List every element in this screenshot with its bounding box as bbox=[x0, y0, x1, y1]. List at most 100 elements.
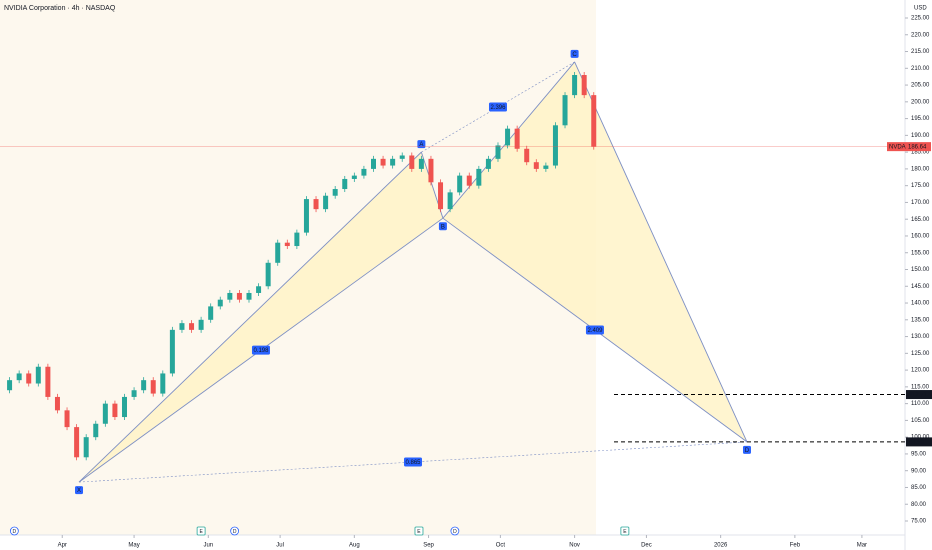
pattern-point bbox=[570, 49, 579, 58]
candle bbox=[26, 373, 32, 384]
candle bbox=[581, 75, 587, 96]
pattern-point bbox=[438, 222, 447, 231]
candle bbox=[64, 410, 70, 428]
ratio-label: 2.396 bbox=[490, 105, 506, 111]
candle bbox=[514, 128, 520, 149]
x-tick-label: Sep bbox=[423, 543, 434, 549]
event-label: D bbox=[453, 529, 457, 535]
level-label: 98.59 bbox=[909, 440, 925, 446]
ratio-label: 0.865 bbox=[405, 460, 421, 466]
candle bbox=[45, 366, 51, 397]
event-label: E bbox=[417, 529, 421, 535]
y-tick-label: 210.00 bbox=[911, 66, 930, 72]
y-tick-label: 85.00 bbox=[911, 485, 927, 491]
y-tick-label: 115.00 bbox=[911, 384, 930, 390]
candle bbox=[572, 75, 578, 96]
candle bbox=[179, 323, 185, 330]
candle bbox=[370, 158, 376, 169]
candle bbox=[361, 168, 367, 176]
y-tick-label: 195.00 bbox=[911, 116, 930, 122]
y-tick-label: 75.00 bbox=[911, 519, 927, 525]
event-marker bbox=[230, 526, 240, 536]
x-tick-label: Nov bbox=[569, 543, 580, 549]
last-price-label: 186.64 bbox=[908, 145, 927, 151]
pattern-line bbox=[78, 441, 748, 483]
candle bbox=[457, 175, 463, 193]
y-tick-label: 150.00 bbox=[911, 267, 930, 273]
y-tick-label: 120.00 bbox=[911, 368, 930, 374]
y-tick-label: 220.00 bbox=[911, 32, 930, 38]
candle bbox=[485, 158, 491, 169]
candle bbox=[102, 403, 108, 424]
candle bbox=[35, 366, 41, 384]
candle bbox=[552, 125, 558, 166]
candle bbox=[246, 292, 252, 300]
candle bbox=[399, 155, 405, 159]
y-tick-label: 175.00 bbox=[911, 183, 930, 189]
y-tick-label: 105.00 bbox=[911, 418, 930, 424]
x-tick-label: Jul bbox=[276, 543, 284, 549]
event-marker bbox=[196, 526, 206, 536]
candle bbox=[428, 158, 434, 183]
candle bbox=[275, 242, 281, 263]
level-label: 112.71 bbox=[909, 393, 928, 399]
candle bbox=[93, 423, 99, 438]
candle bbox=[217, 299, 223, 307]
y-tick-label: 170.00 bbox=[911, 200, 930, 206]
x-tick-label: Feb bbox=[790, 543, 801, 549]
session-shading bbox=[0, 0, 596, 535]
pattern-fill bbox=[79, 152, 443, 483]
candle bbox=[227, 292, 233, 300]
pattern-point-label: B bbox=[441, 224, 445, 230]
pattern-fill bbox=[442, 61, 747, 442]
candle bbox=[256, 286, 262, 293]
candle bbox=[342, 178, 348, 190]
x-tick-label: Mar bbox=[857, 543, 867, 549]
candle bbox=[476, 168, 482, 186]
y-tick-label: 205.00 bbox=[911, 83, 930, 89]
pattern-line bbox=[574, 61, 748, 443]
ratio-label: 2.409 bbox=[587, 328, 603, 334]
y-tick-label: 215.00 bbox=[911, 49, 930, 55]
ratio-box bbox=[251, 345, 270, 355]
x-tick-label: Jun bbox=[203, 543, 213, 549]
pattern-point-label: C bbox=[572, 52, 577, 58]
pattern-point bbox=[742, 445, 751, 454]
x-tick-label: Dec bbox=[641, 543, 652, 549]
candle bbox=[495, 145, 501, 159]
y-tick-label: 200.00 bbox=[911, 99, 930, 105]
candle bbox=[505, 128, 511, 146]
x-tick-label: May bbox=[128, 543, 139, 549]
candle bbox=[16, 373, 22, 381]
candle bbox=[131, 390, 137, 397]
candle bbox=[562, 95, 568, 126]
y-tick-label: 90.00 bbox=[911, 468, 927, 474]
x-tick-label: Oct bbox=[496, 543, 506, 549]
candle bbox=[438, 182, 444, 210]
candle bbox=[409, 155, 415, 169]
candle bbox=[236, 292, 242, 300]
candle bbox=[208, 306, 214, 320]
candle bbox=[294, 232, 300, 247]
y-tick-label: 160.00 bbox=[911, 234, 930, 240]
level-tag bbox=[906, 390, 932, 400]
candle bbox=[265, 262, 271, 287]
y-tick-label: 185.00 bbox=[911, 150, 930, 156]
ratio-box bbox=[488, 102, 507, 112]
symbol-label: NVDA bbox=[889, 145, 906, 151]
pattern-point bbox=[75, 486, 84, 495]
candle bbox=[591, 95, 597, 147]
ratio-box bbox=[403, 457, 422, 467]
ratio-label: 0.198 bbox=[253, 348, 269, 354]
candle bbox=[284, 242, 290, 247]
symbol-tag bbox=[887, 142, 931, 152]
y-tick-label: 180.00 bbox=[911, 166, 930, 172]
pattern-point-label: D bbox=[745, 448, 750, 454]
y-tick-label: 165.00 bbox=[911, 217, 930, 223]
currency-label: USD bbox=[914, 6, 927, 12]
pattern-point-label: X bbox=[77, 488, 81, 494]
event-label: E bbox=[623, 529, 627, 535]
y-tick-label: 110.00 bbox=[911, 401, 930, 407]
x-tick-label: Aug bbox=[349, 543, 360, 549]
